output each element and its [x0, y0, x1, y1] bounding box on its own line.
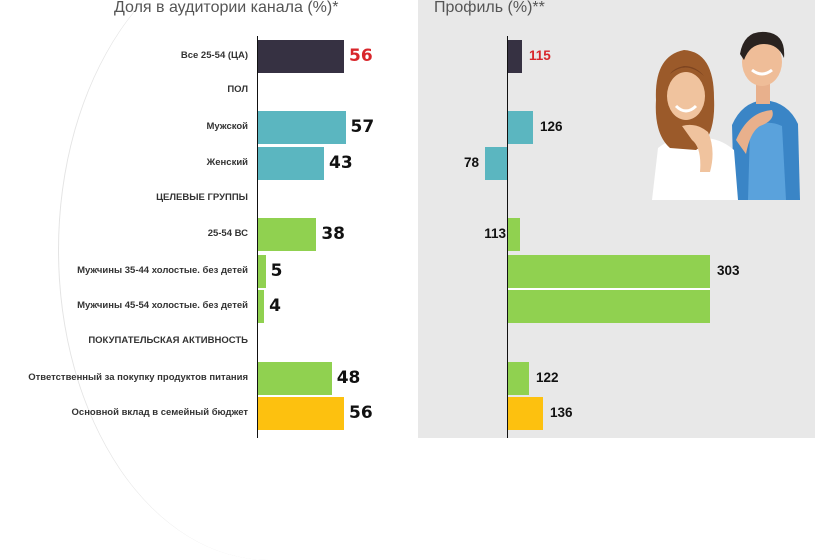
share-value-label: 57 [350, 117, 375, 137]
couple-photo [652, 31, 800, 200]
share-bar [258, 110, 346, 144]
profile-bar [507, 396, 543, 430]
share-chart-title: Доля в аудитории канала (%)* [114, 0, 339, 16]
profile-value-label: 122 [536, 370, 559, 385]
left-decorative-arc [58, 0, 479, 560]
section-header-label: ЦЕЛЕВЫЕ ГРУППЫ [156, 192, 248, 203]
profile-bar [507, 254, 710, 288]
section-header-label: ПОКУПАТЕЛЬСКАЯ АКТИВНОСТЬ [88, 335, 248, 346]
profile-bar [507, 289, 710, 323]
profile-bar [507, 217, 520, 251]
profile-axis-line [507, 36, 508, 438]
share-bar [258, 396, 344, 430]
profile-bar [507, 361, 529, 395]
share-bar [258, 39, 344, 73]
profile-bar [507, 110, 533, 144]
profile-bar [485, 146, 507, 180]
category-label: Мужской [206, 121, 248, 132]
profile-value-label: 126 [540, 119, 563, 134]
profile-value-label: 113 [484, 226, 506, 241]
category-label: Ответственный за покупку продуктов питан… [28, 372, 248, 383]
share-value-label: 43 [329, 153, 353, 173]
share-value-label: 56 [349, 403, 373, 423]
man-figure [732, 31, 800, 200]
share-bar [258, 361, 332, 395]
category-label: 25-54 ВС [207, 228, 248, 239]
share-value-label: 48 [336, 368, 361, 388]
category-label: Мужчины 45-54 холостые. без детей [77, 300, 248, 311]
category-label: Женский [206, 157, 248, 168]
profile-bar [507, 39, 522, 73]
share-value-label: 5 [270, 261, 283, 281]
category-label: Основной вклад в семейный бюджет [71, 407, 248, 418]
profile-value-label: 115 [529, 48, 551, 63]
profile-bar-separator [507, 288, 710, 290]
share-bar [258, 146, 325, 180]
profile-value-label: 303 [717, 263, 740, 278]
share-value-label: 56 [349, 46, 373, 66]
share-bar [258, 289, 265, 323]
category-label: Мужчины 35-44 холостые. без детей [77, 265, 248, 276]
share-bar [258, 254, 266, 288]
profile-chart-title: Профиль (%)** [434, 0, 545, 16]
profile-value-label: 78 [463, 155, 479, 170]
category-label: Все 25-54 (ЦА) [180, 50, 248, 61]
woman-figure [652, 50, 738, 200]
profile-value-label: 136 [550, 405, 573, 420]
share-value-label: 38 [321, 224, 346, 244]
share-value-label: 4 [269, 296, 281, 316]
section-header-label: ПОЛ [227, 84, 248, 95]
share-bar [258, 217, 317, 251]
share-axis-line [257, 36, 258, 438]
